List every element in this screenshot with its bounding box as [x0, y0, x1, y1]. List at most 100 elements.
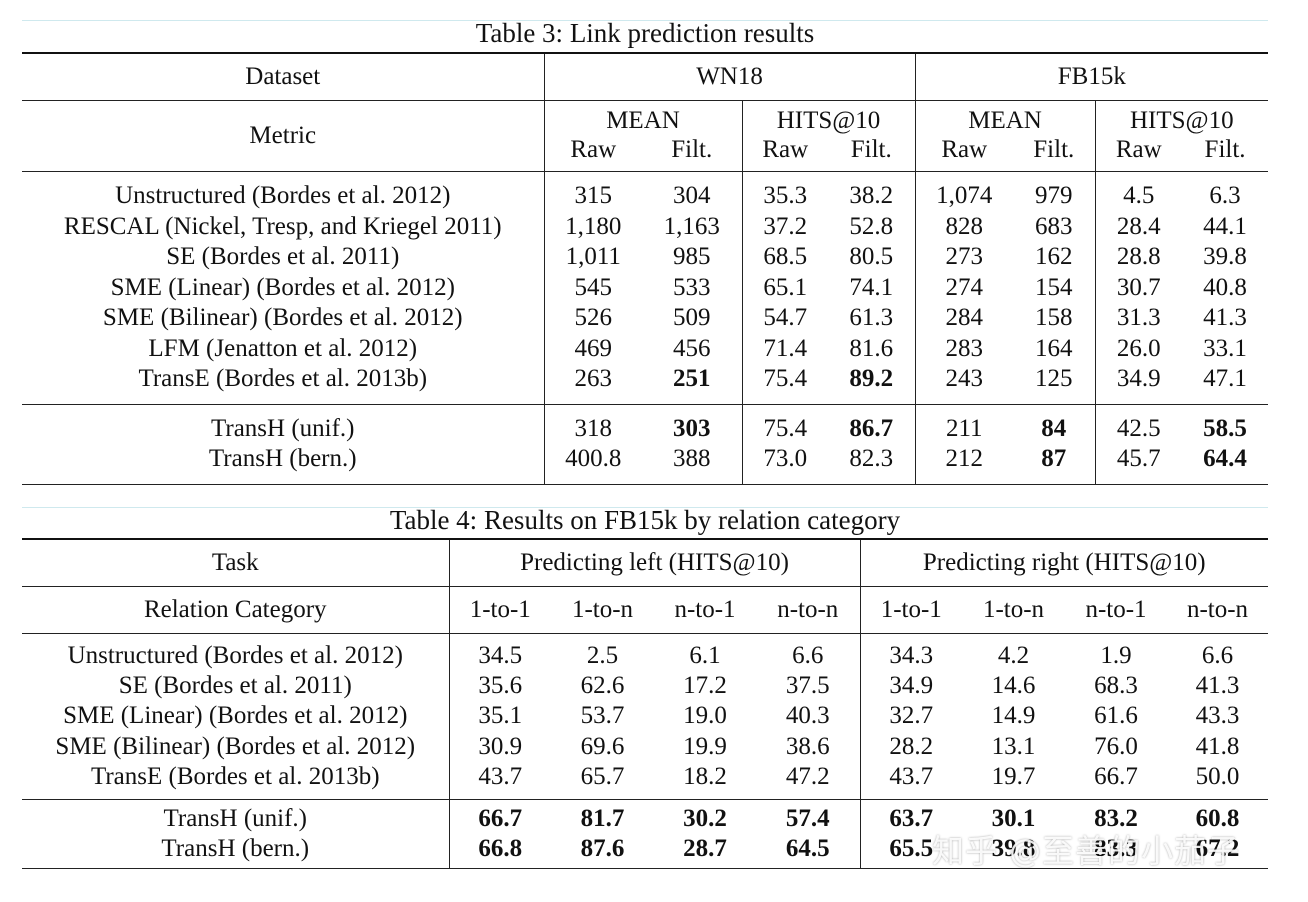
- cell-value: 19.7: [991, 762, 1036, 790]
- cell-value: 125: [1035, 365, 1073, 393]
- cell-value: 43.3: [1195, 702, 1240, 730]
- cell-value: 87.6: [551, 834, 654, 864]
- cell-value: 2.5: [586, 642, 619, 670]
- method-name: TransH (bern.): [208, 445, 357, 473]
- cell-value: 18.2: [683, 762, 727, 790]
- cell-value: 388: [673, 445, 711, 473]
- cell-value: 251: [642, 364, 742, 395]
- cell-value: 158: [1035, 304, 1073, 332]
- cell-value: 65.5: [859, 834, 962, 865]
- cell-value: 58.5: [1182, 414, 1268, 445]
- best-value: 87.6: [580, 835, 625, 863]
- best-value: 30.1: [991, 805, 1036, 833]
- cell-value: 50.0: [1195, 762, 1240, 790]
- cell-value: 315: [543, 181, 642, 212]
- group-predicting-left: Predicting left (HITS@10): [448, 538, 860, 587]
- method-name: SME (Linear) (Bordes et al. 2012): [110, 273, 455, 301]
- cell-value: 162: [1035, 243, 1073, 271]
- table-row: TransH (bern.) 66.8 87.6 28.7 64.5 65.5 39.8 83…: [22, 834, 1268, 865]
- cell-value: 54.7: [741, 303, 828, 334]
- dataset-wn18: WN18: [543, 52, 916, 101]
- cell-value: 37.5: [785, 672, 830, 700]
- cell-value: 52.8: [849, 212, 894, 240]
- cell-value: 1,163: [663, 212, 720, 240]
- table-row: Unstructured (Bordes et al. 2012) 34.5 2.5…: [22, 641, 1268, 672]
- cell-value: 53.7: [580, 702, 625, 730]
- cell-value: 28.2: [859, 731, 962, 762]
- column-header: 1-to-1: [859, 586, 962, 634]
- cell-value: 67.2: [1167, 834, 1268, 864]
- table-row: RESCAL (Nickel, Tresp, and Kriegel 2011)…: [22, 211, 1268, 242]
- metric-hits10: HITS@10: [1094, 100, 1269, 135]
- best-value: 84: [1041, 414, 1067, 442]
- cell-value: 61.3: [849, 304, 894, 332]
- cell-value: 164: [1035, 334, 1073, 362]
- best-value: 81.7: [580, 805, 625, 833]
- column-header: Raw: [741, 135, 828, 172]
- dataset-fb15k: FB15k: [914, 52, 1269, 101]
- cell-value: 19.9: [683, 732, 727, 760]
- best-value: 65.5: [889, 835, 934, 863]
- cell-value: 39.8: [1203, 243, 1247, 271]
- cell-value: 47.2: [785, 762, 830, 790]
- best-value: 64.4: [1203, 445, 1247, 473]
- cell-value: 43.7: [448, 761, 551, 792]
- table-row: SME (Bilinear) (Bordes et al. 2012) 526 50…: [22, 303, 1268, 334]
- cell-value: 35.6: [448, 671, 551, 702]
- cell-value: 80.5: [849, 243, 894, 271]
- cell-value: 1,074: [914, 181, 1014, 212]
- column-header: 1-to-n: [962, 586, 1065, 634]
- metric-mean: MEAN: [543, 100, 742, 135]
- column-header: n-to-n: [756, 586, 860, 634]
- cell-value: 34.5: [448, 641, 551, 672]
- cell-value: 64.5: [756, 834, 860, 864]
- method-name: TransH (unif.): [210, 414, 355, 442]
- cell-value: 13.1: [991, 732, 1036, 760]
- cell-value: 86.7: [828, 414, 915, 445]
- cell-value: 34.9: [1094, 364, 1183, 395]
- column-header: 1-to-n: [551, 586, 654, 634]
- metric-header: Metric: [22, 100, 544, 172]
- cell-value: 39.8: [962, 834, 1065, 864]
- cell-value: 533: [673, 273, 711, 301]
- group-predicting-right: Predicting right (HITS@10): [859, 538, 1269, 587]
- divider: [22, 20, 1268, 21]
- best-value: 89.2: [849, 365, 894, 393]
- cell-value: 303: [642, 414, 742, 445]
- cell-value: 304: [673, 182, 711, 210]
- watermark: 知乎 @至善的小茄子: [932, 832, 1241, 870]
- cell-value: 62.6: [580, 672, 625, 700]
- cell-value: 30.2: [654, 804, 756, 834]
- best-value: 63.7: [889, 805, 934, 833]
- best-value: 67.2: [1195, 835, 1240, 863]
- table-row: LFM (Jenatton et al. 2012) 469 456 71.4 81.6…: [22, 333, 1268, 364]
- method-name: SE (Bordes et al. 2011): [118, 672, 352, 700]
- best-value: 30.2: [683, 805, 727, 833]
- dataset-header: Dataset: [22, 52, 544, 101]
- cell-value: 61.6: [1094, 702, 1138, 730]
- column-header: Filt.: [1013, 135, 1096, 172]
- best-value: 83.2: [1094, 805, 1138, 833]
- method-name: SME (Linear) (Bordes et al. 2012): [63, 702, 408, 730]
- cell-value: 89.2: [828, 364, 915, 395]
- cell-value: 14.6: [991, 672, 1036, 700]
- method-name: Unstructured (Bordes et al. 2012): [115, 182, 451, 210]
- cell-value: 683: [1035, 212, 1073, 240]
- cell-value: 1,011: [543, 242, 642, 273]
- cell-value: 57.4: [756, 804, 860, 834]
- cell-value: 4.5: [1094, 181, 1183, 212]
- best-value: 28.7: [683, 835, 727, 863]
- table3-caption: Table 3: Link prediction results: [475, 18, 815, 48]
- best-value: 66.7: [478, 805, 523, 833]
- cell-value: 274: [914, 272, 1014, 303]
- cell-value: 30.1: [962, 804, 1065, 834]
- cell-value: 74.1: [849, 273, 894, 301]
- cell-value: 26.0: [1094, 333, 1183, 364]
- cell-value: 38.2: [849, 182, 894, 210]
- table-row: TransH (unif.) 318 303 75.4 86.7 211 84 42.5 58.…: [22, 413, 1268, 445]
- cell-value: 526: [543, 303, 642, 334]
- column-header: Raw: [1094, 135, 1183, 172]
- table-row: SME (Linear) (Bordes et al. 2012) 35.1 53.…: [22, 701, 1268, 732]
- best-value: 57.4: [785, 805, 830, 833]
- cell-value: 212: [914, 444, 1014, 475]
